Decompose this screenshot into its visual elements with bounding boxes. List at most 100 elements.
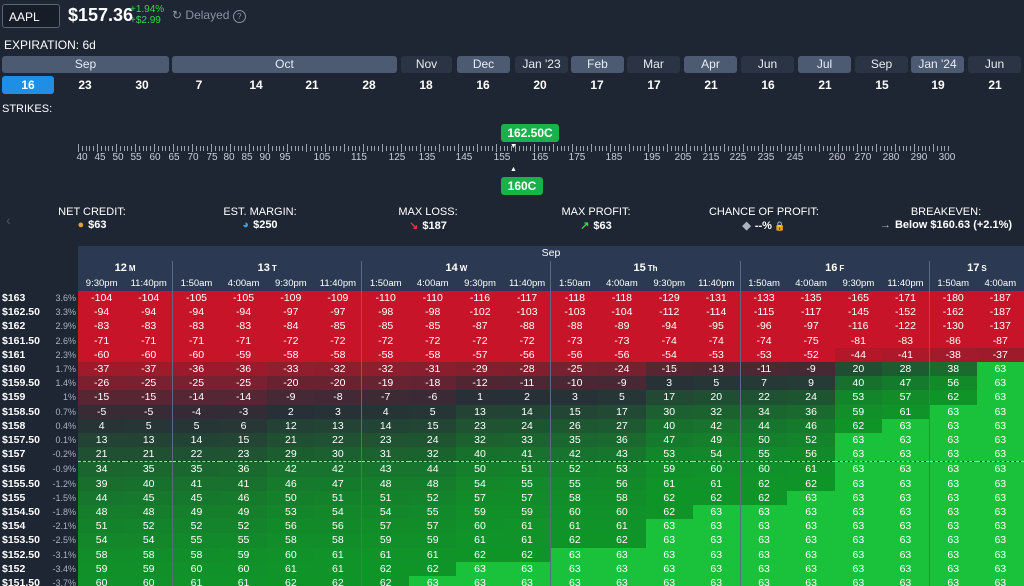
pl-cell[interactable]: -83 <box>125 319 173 334</box>
expiration-day-13[interactable]: 16 <box>761 78 775 92</box>
pl-cell[interactable]: 63 <box>882 519 930 534</box>
expiration-day-12[interactable]: 21 <box>704 78 718 92</box>
pl-cell[interactable]: 63 <box>598 547 646 562</box>
ticker-input[interactable]: AAPL <box>2 4 60 28</box>
pl-cell[interactable]: -31 <box>409 362 457 377</box>
pl-cell[interactable]: 2 <box>267 404 315 419</box>
pl-cell[interactable]: 32 <box>456 433 504 448</box>
pl-cell[interactable]: -37 <box>78 362 126 377</box>
pl-cell[interactable]: 50 <box>739 433 788 448</box>
expiration-month-10[interactable]: Sep <box>855 56 908 73</box>
pl-cell[interactable]: -54 <box>645 347 693 363</box>
pl-cell[interactable]: 63 <box>503 576 551 586</box>
pl-cell[interactable]: -56 <box>503 347 551 363</box>
pl-cell[interactable]: -122 <box>882 319 930 334</box>
pl-cell[interactable]: -84 <box>267 319 315 334</box>
pl-cell[interactable]: 63 <box>976 547 1024 562</box>
pl-cell[interactable]: 20 <box>834 362 883 377</box>
pl-cell[interactable]: 61 <box>787 461 835 477</box>
pl-cell[interactable]: 31 <box>361 447 410 463</box>
pl-cell[interactable]: 63 <box>976 404 1024 419</box>
pl-cell[interactable]: 63 <box>976 561 1024 577</box>
pl-cell[interactable]: -19 <box>361 376 410 391</box>
pl-cell[interactable]: 56 <box>787 447 835 463</box>
chevron-left-icon[interactable]: ‹ <box>6 212 11 228</box>
pl-cell[interactable]: -59 <box>219 347 268 363</box>
pl-cell[interactable]: -110 <box>409 291 457 306</box>
pl-cell[interactable]: -41 <box>882 347 930 363</box>
pl-cell[interactable]: 57 <box>361 519 410 534</box>
pl-cell[interactable]: 55 <box>409 505 457 520</box>
pl-cell[interactable]: 63 <box>882 447 930 463</box>
pl-cell[interactable]: 63 <box>928 447 977 463</box>
pl-cell[interactable]: 63 <box>692 576 741 586</box>
pl-cell[interactable]: 63 <box>692 561 741 577</box>
pl-cell[interactable]: 47 <box>645 433 693 448</box>
pl-cell[interactable]: 59 <box>125 561 173 577</box>
pl-cell[interactable]: 61 <box>314 561 362 577</box>
expiration-day-9[interactable]: 20 <box>533 78 547 92</box>
pl-cell[interactable]: 52 <box>550 461 599 477</box>
pl-cell[interactable]: 63 <box>928 418 977 434</box>
pl-cell[interactable]: 5 <box>409 404 457 419</box>
pl-cell[interactable]: 63 <box>409 576 457 586</box>
pl-cell[interactable]: 63 <box>787 490 835 506</box>
pl-cell[interactable]: 62 <box>645 490 693 506</box>
pl-cell[interactable]: 14 <box>503 404 551 419</box>
pl-cell[interactable]: 63 <box>739 505 788 520</box>
pl-cell[interactable]: 52 <box>125 519 173 534</box>
pl-cell[interactable]: 5 <box>692 376 741 391</box>
pl-cell[interactable]: 63 <box>928 404 977 419</box>
pl-cell[interactable]: 32 <box>692 404 741 419</box>
pl-cell[interactable]: 17 <box>598 404 646 419</box>
pl-cell[interactable]: 30 <box>314 447 362 463</box>
pl-cell[interactable]: -115 <box>739 305 788 320</box>
expiration-month-3[interactable]: Dec <box>457 56 510 73</box>
pl-cell[interactable]: -25 <box>550 362 599 377</box>
pl-cell[interactable]: -97 <box>787 319 835 334</box>
pl-cell[interactable]: 1 <box>456 390 504 405</box>
pl-cell[interactable]: -103 <box>550 305 599 320</box>
pl-cell[interactable]: 61 <box>409 547 457 562</box>
pl-cell[interactable]: 60 <box>739 461 788 477</box>
pl-cell[interactable]: 63 <box>976 490 1024 506</box>
pl-cell[interactable]: -56 <box>598 347 646 363</box>
pl-cell[interactable]: 61 <box>550 519 599 534</box>
pl-cell[interactable]: -94 <box>172 305 220 320</box>
pl-cell[interactable]: -20 <box>314 376 362 391</box>
pl-cell[interactable]: 40 <box>645 418 693 434</box>
pl-cell[interactable]: 63 <box>834 519 883 534</box>
pl-cell[interactable]: -36 <box>172 362 220 377</box>
pl-cell[interactable]: 13 <box>125 433 173 448</box>
pl-cell[interactable]: -26 <box>78 376 126 391</box>
pl-cell[interactable]: 63 <box>645 561 693 577</box>
pl-cell[interactable]: 46 <box>787 418 835 434</box>
pl-cell[interactable]: 63 <box>550 576 599 586</box>
pl-cell[interactable]: 63 <box>976 505 1024 520</box>
pl-cell[interactable]: 61 <box>692 476 741 491</box>
pl-cell[interactable]: 33 <box>503 433 551 448</box>
pl-cell[interactable]: 61 <box>456 533 504 548</box>
pl-cell[interactable]: -37 <box>976 347 1024 363</box>
pl-cell[interactable]: -89 <box>598 319 646 334</box>
pl-cell[interactable]: -74 <box>739 333 788 348</box>
pl-cell[interactable]: 61 <box>645 476 693 491</box>
expiration-day-17[interactable]: 21 <box>988 78 1002 92</box>
pl-cell[interactable]: -162 <box>928 305 977 320</box>
pl-cell[interactable]: 22 <box>172 447 220 463</box>
pl-cell[interactable]: -20 <box>267 376 315 391</box>
pl-cell[interactable]: -14 <box>219 390 268 405</box>
pl-cell[interactable]: 21 <box>267 433 315 448</box>
pl-cell[interactable]: 63 <box>928 547 977 562</box>
pl-cell[interactable]: 55 <box>172 533 220 548</box>
pl-cell[interactable]: 57 <box>882 390 930 405</box>
pl-cell[interactable]: 41 <box>172 476 220 491</box>
pl-cell[interactable]: 63 <box>787 519 835 534</box>
expiration-month-4[interactable]: Jan '23 <box>515 56 568 73</box>
pl-cell[interactable]: -25 <box>172 376 220 391</box>
pl-cell[interactable]: 62 <box>598 533 646 548</box>
pl-cell[interactable]: -13 <box>692 362 741 377</box>
pl-cell[interactable]: 51 <box>78 519 126 534</box>
pl-cell[interactable]: 61 <box>598 519 646 534</box>
pl-cell[interactable]: 63 <box>976 576 1024 586</box>
